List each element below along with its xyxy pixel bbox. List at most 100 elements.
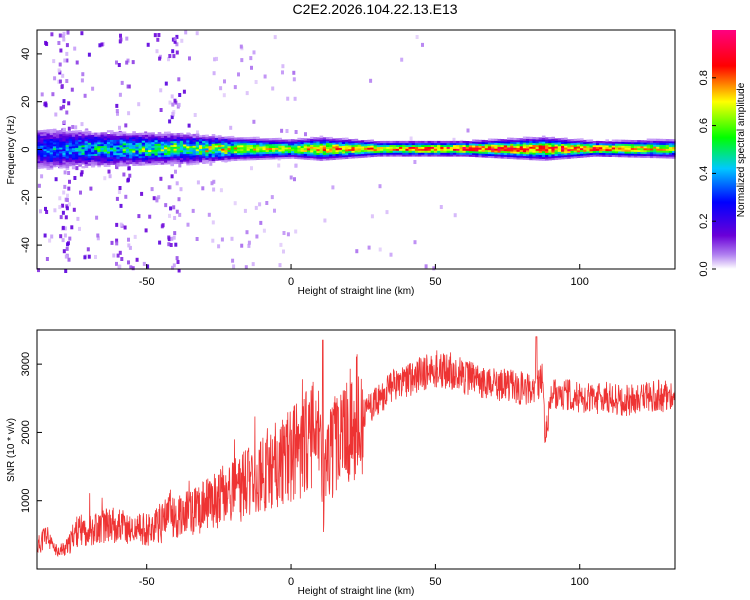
spectrogram-cell — [243, 148, 247, 151]
spectrogram-cell — [192, 158, 197, 162]
spectrogram-cell — [183, 155, 187, 158]
spectrogram-noise-cell — [250, 166, 253, 171]
spectrogram-cell — [640, 151, 644, 154]
spectrogram-cell — [611, 150, 616, 154]
spectrogram-cell — [135, 152, 139, 155]
spectrogram-cell — [252, 146, 257, 149]
spectrogram-cell — [195, 156, 200, 159]
spectrogram-marks — [37, 30, 676, 273]
spectrogram-cell — [91, 136, 95, 139]
spectrogram-cell — [341, 151, 346, 154]
spectrogram-cell — [608, 148, 613, 152]
spectrogram-cell — [561, 147, 565, 150]
spectrogram-cell — [567, 150, 571, 154]
spectrogram-cell — [154, 158, 159, 162]
spectrogram-noise-cell — [94, 255, 97, 259]
spectrogram-cell — [103, 138, 108, 141]
spectrogram-cell — [303, 138, 308, 141]
spectrogram-cell — [87, 140, 92, 143]
spectrogram-cell — [94, 132, 98, 135]
spectrogram-cell — [129, 133, 133, 136]
spectrogram-cell — [145, 163, 149, 166]
spectrogram-cell — [351, 156, 355, 159]
spectrogram-cell — [462, 140, 467, 144]
spectrogram-cell — [500, 142, 505, 146]
spectrogram-cell — [132, 135, 136, 138]
spectrogram-cell — [580, 147, 584, 151]
spectrogram-cell — [443, 144, 448, 147]
spectrogram-cell — [551, 148, 555, 151]
spectrogram-noise-cell — [378, 247, 382, 252]
spectrogram-cell — [173, 154, 178, 157]
spectrogram-cell — [167, 152, 171, 155]
spectrogram-cell — [545, 146, 549, 150]
spectrogram-cell — [62, 135, 66, 138]
spectrogram-cell — [395, 142, 400, 146]
spectrogram-cell — [49, 130, 54, 134]
spectrogram-cell — [414, 150, 419, 153]
spectrogram-cell — [65, 156, 70, 159]
spectrogram-cell — [84, 142, 89, 146]
spectrogram-cell — [40, 139, 44, 142]
spectrogram-noise-cell — [157, 195, 161, 200]
spectrogram-cell — [129, 137, 133, 140]
spectrogram-cell — [456, 146, 460, 149]
spectrogram-cell — [246, 156, 251, 159]
spectrogram-cell — [567, 148, 571, 152]
spectrogram-noise-cell — [175, 256, 179, 261]
spectrogram-cell — [329, 144, 333, 147]
spectrogram-cell — [100, 155, 105, 158]
spectrogram-cell — [186, 134, 190, 137]
spectrogram-cell — [456, 142, 460, 146]
spectrogram-cell — [627, 147, 632, 150]
spectrogram-cell — [481, 155, 486, 158]
spectrogram-cell — [459, 150, 463, 153]
spectrogram-cell — [202, 150, 206, 153]
spectrogram-cell — [275, 145, 279, 148]
colorbar-tick-label: 0.8 — [698, 70, 710, 85]
spectrogram-cell — [287, 152, 292, 155]
spectrogram-cell — [157, 160, 162, 163]
spectrogram-cell — [62, 127, 66, 131]
spectrogram-cell — [106, 162, 111, 165]
spectrogram-cell — [141, 136, 146, 139]
spectrogram-cell — [192, 139, 197, 142]
spectrogram-cell — [237, 154, 241, 157]
spectrogram-cell — [316, 144, 320, 148]
spectrogram-cell — [160, 139, 165, 142]
spectrogram-cell — [510, 143, 514, 146]
spectrogram-cell — [418, 140, 422, 144]
spectrogram-cell — [62, 162, 66, 165]
spectrogram-cell — [164, 156, 168, 159]
spectrogram-cell — [503, 148, 508, 152]
spectrogram-cell — [300, 149, 305, 152]
spectrogram-cell — [430, 148, 435, 151]
spectrogram-cell — [538, 137, 543, 140]
spectrogram-noise-cell — [286, 96, 290, 101]
spectrogram-cell — [154, 139, 159, 143]
spectrogram-cell — [421, 146, 425, 149]
spectrogram-cell — [160, 156, 165, 159]
spectrogram-cell — [380, 144, 384, 147]
spectrogram-noise-cell — [58, 205, 62, 210]
spectrogram-cell — [132, 152, 136, 155]
spectrogram-cell — [294, 152, 298, 156]
spectrogram-cell — [643, 147, 648, 151]
spectrogram-cell — [195, 147, 200, 150]
spectrogram-cell — [589, 150, 594, 154]
spectrogram-cell — [71, 138, 76, 141]
spectrogram-cell — [46, 156, 51, 159]
spectrogram-cell — [513, 139, 517, 143]
spectrogram-cell — [662, 154, 667, 157]
spectrogram-noise-cell — [415, 35, 419, 39]
spectrogram-cell — [297, 156, 301, 160]
spectrogram-cell — [583, 151, 587, 154]
spectrogram-cell — [52, 132, 57, 135]
spectrogram-cell — [221, 159, 225, 163]
spectrogram-noise-cell — [217, 244, 221, 249]
spectrogram-cell — [326, 150, 330, 153]
spectrogram-cell — [487, 155, 492, 158]
spectrogram-cell — [157, 132, 162, 135]
spectrogram-cell — [557, 149, 562, 152]
spectrogram-cell — [46, 165, 51, 168]
